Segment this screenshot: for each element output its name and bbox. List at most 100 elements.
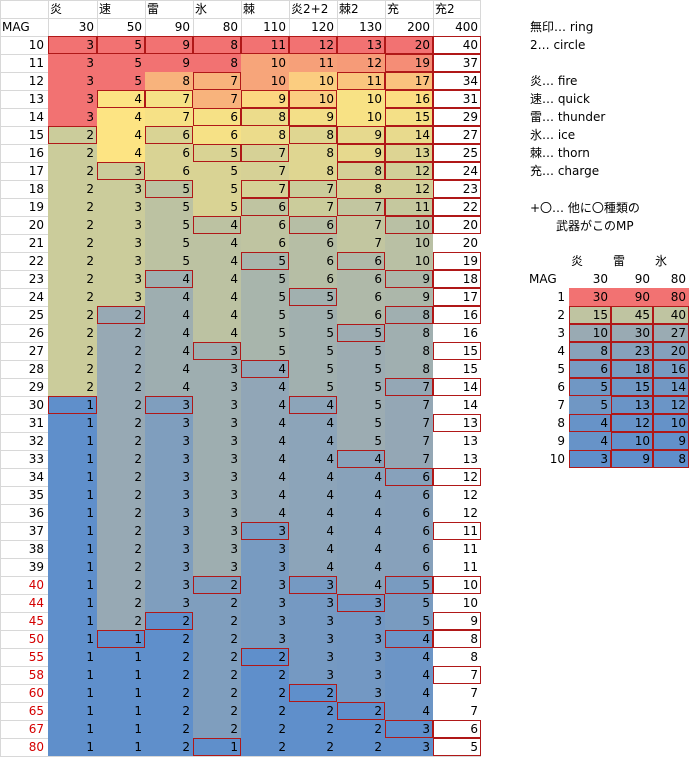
table-cell: 3 [289, 666, 337, 684]
table-cell: 6 [289, 270, 337, 288]
table-cell: 10 [385, 216, 433, 234]
table-cell: 3 [145, 504, 193, 522]
table-cell: 4 [289, 468, 337, 486]
table-cell: 13 [385, 144, 433, 162]
mag-label: 67 [28, 722, 44, 736]
table-cell: 1 [48, 558, 97, 576]
column-header-label: 氷 [195, 2, 208, 16]
table-cell: 8 [385, 306, 433, 324]
table-cell: 4 [145, 288, 193, 306]
table-cell: 3 [385, 738, 433, 756]
table-cell: 16 [385, 90, 433, 108]
table-cell: 6 [337, 270, 385, 288]
column-header-label: 炎 [50, 2, 63, 16]
table-cell: 2 [48, 378, 97, 396]
mag-label: 14 [28, 110, 44, 124]
table-cell: 4 [337, 558, 385, 576]
note-line: 武器がこのMP [556, 219, 634, 233]
sub-table-cell: 90 [611, 288, 653, 306]
table-cell: 1 [48, 630, 97, 648]
table-cell: 5 [289, 288, 337, 306]
table-cell: 6 [385, 468, 433, 486]
table-cell: 8 [193, 54, 241, 72]
table-cell: 10 [241, 72, 289, 90]
table-cell: 7 [433, 684, 481, 702]
table-cell: 20 [385, 36, 433, 54]
table-cell: 3 [289, 612, 337, 630]
table-cell: 8 [289, 162, 337, 180]
table-cell: 3 [193, 450, 241, 468]
mag-label: 44 [28, 596, 44, 610]
table-cell: 7 [241, 180, 289, 198]
table-cell: 5 [289, 306, 337, 324]
table-cell: 8 [241, 126, 289, 144]
table-cell: 5 [241, 342, 289, 360]
table-cell: 6 [385, 486, 433, 504]
table-cell: 1 [48, 432, 97, 450]
table-cell: 9 [337, 126, 385, 144]
column-header-label: 炎2+2 [291, 2, 329, 16]
table-cell: 4 [97, 90, 145, 108]
table-cell: 3 [193, 396, 241, 414]
table-cell: 16 [433, 324, 481, 342]
table-cell: 4 [145, 306, 193, 324]
mag-label: 21 [28, 236, 44, 250]
table-cell: 1 [48, 414, 97, 432]
table-cell: 1 [48, 576, 97, 594]
mag-label: 29 [28, 380, 44, 394]
table-cell: 5 [337, 378, 385, 396]
table-cell: 5 [241, 306, 289, 324]
table-cell: 2 [97, 450, 145, 468]
table-cell: 3 [241, 612, 289, 630]
table-cell: 2 [241, 666, 289, 684]
legend-item: 棘… thorn [530, 146, 590, 160]
sub-table-cell: 5 [569, 378, 611, 396]
table-cell: 4 [337, 576, 385, 594]
table-cell: 8 [337, 180, 385, 198]
table-cell: 9 [289, 108, 337, 126]
mag-label: 11 [28, 56, 44, 70]
table-cell: 34 [433, 72, 481, 90]
table-cell: 5 [145, 252, 193, 270]
column-header-value: 130 [359, 20, 382, 34]
table-cell: 4 [289, 558, 337, 576]
table-cell: 1 [48, 486, 97, 504]
table-cell: 5 [289, 360, 337, 378]
table-cell: 1 [48, 666, 97, 684]
sub-column-header-value: 30 [592, 272, 608, 286]
table-cell: 4 [241, 504, 289, 522]
table-cell: 2 [193, 684, 241, 702]
table-cell: 11 [289, 54, 337, 72]
table-cell: 12 [433, 504, 481, 522]
table-cell: 3 [97, 198, 145, 216]
table-cell: 15 [433, 342, 481, 360]
table-cell: 4 [97, 144, 145, 162]
table-cell: 7 [337, 234, 385, 252]
table-cell: 3 [193, 558, 241, 576]
sub-table-cell: 8 [653, 450, 689, 468]
table-cell: 16 [433, 306, 481, 324]
column-header-label: 棘2 [339, 2, 359, 16]
sub-table-cell: 10 [653, 414, 689, 432]
mag-label: 60 [28, 686, 44, 700]
sub-column-header-value: 80 [670, 272, 686, 286]
table-cell: 3 [48, 72, 97, 90]
table-cell: 5 [337, 342, 385, 360]
table-cell: 15 [385, 108, 433, 126]
table-cell: 6 [385, 540, 433, 558]
table-cell: 13 [433, 432, 481, 450]
table-cell: 2 [193, 702, 241, 720]
table-cell: 3 [97, 180, 145, 198]
table-cell: 3 [289, 576, 337, 594]
table-cell: 2 [97, 558, 145, 576]
table-cell: 4 [337, 468, 385, 486]
table-cell: 7 [193, 72, 241, 90]
mag-label: 30 [28, 398, 44, 412]
sub-table-cell: 12 [611, 414, 653, 432]
table-cell: 10 [289, 72, 337, 90]
table-cell: 10 [433, 576, 481, 594]
table-cell: 3 [241, 594, 289, 612]
table-cell: 14 [433, 378, 481, 396]
table-cell: 1 [193, 738, 241, 756]
table-cell: 2 [289, 702, 337, 720]
